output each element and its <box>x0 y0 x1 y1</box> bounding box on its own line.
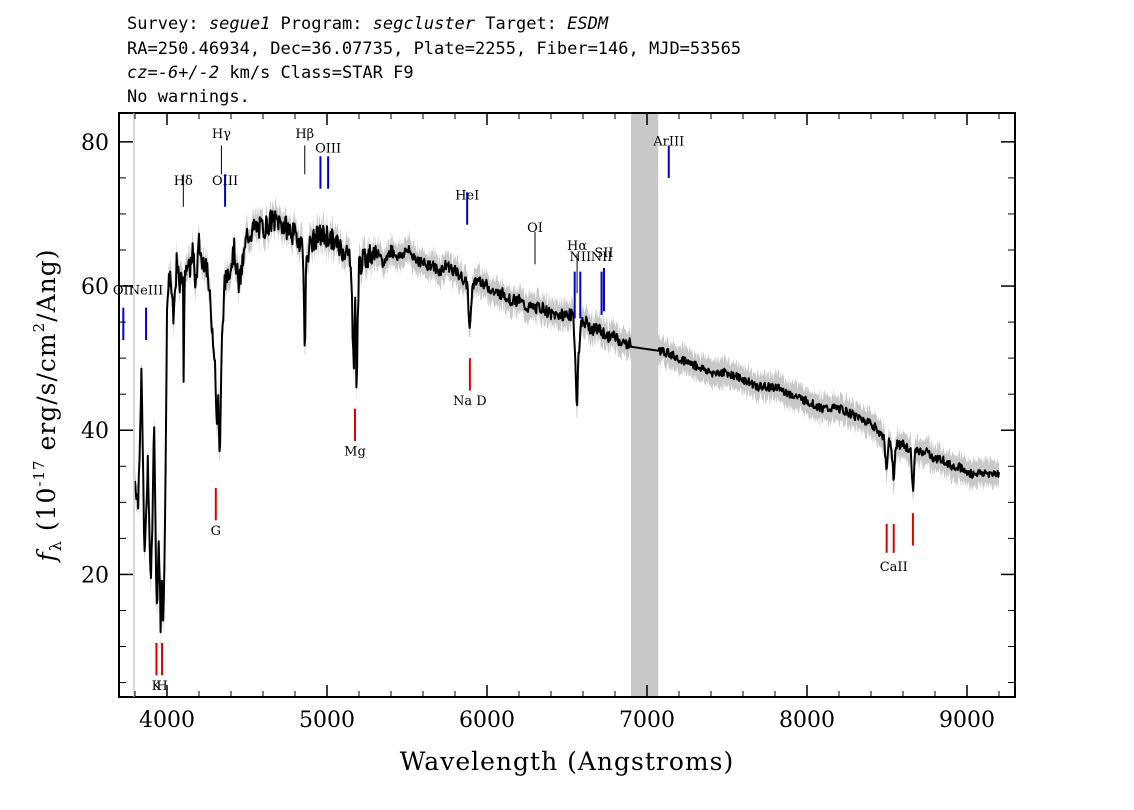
header-line-coordinates: RA=250.46934, Dec=36.07735, Plate=2255, … <box>127 39 741 59</box>
line-marker-label: OIII <box>212 174 238 189</box>
line-marker-label: Na D <box>453 394 487 409</box>
x-tick-label: 5000 <box>299 708 355 733</box>
x-tick-label: 4000 <box>139 708 195 733</box>
masked-wavelength-region <box>631 113 659 697</box>
line-marker-label: Hβ <box>295 127 314 142</box>
error-band <box>135 197 999 644</box>
x-tick-label: 7000 <box>619 708 675 733</box>
spectrum-line <box>134 209 1000 634</box>
line-marker-label: SII <box>594 246 613 261</box>
x-axis-title: Wavelength (Angstroms) <box>400 747 734 776</box>
line-marker-label: G <box>211 524 221 539</box>
line-marker-label: K <box>152 679 162 694</box>
masked-region-layer <box>631 113 659 697</box>
header-line-survey: Survey: segue1 Program: segcluster Targe… <box>127 14 609 34</box>
line-marker-label: HeI <box>455 189 479 204</box>
plot-frame <box>118 112 1016 698</box>
y-tick-label: 60 <box>81 275 109 300</box>
header-line-warnings: No warnings. <box>127 87 250 107</box>
line-marker-label: NII <box>591 250 613 265</box>
x-tick-label: 8000 <box>779 708 835 733</box>
line-markers-layer: OIINeIIIHδHγOIIIHβOIIIHeIOINIIHαNIISIIAr… <box>113 127 914 694</box>
line-marker-label: OI <box>527 221 543 236</box>
line-marker-label: OIII <box>315 142 341 157</box>
line-marker-label: NeIII <box>129 284 163 299</box>
x-tick-label: 9000 <box>939 708 995 733</box>
line-marker-label: CaII <box>880 560 908 575</box>
y-axis-title: fλ (10-17 erg/s/cm2/Ang) <box>30 248 65 563</box>
line-marker-label: Hδ <box>174 174 193 189</box>
line-marker-label: Mg <box>344 444 366 459</box>
line-marker-label: ArIII <box>652 134 684 149</box>
y-tick-label: 20 <box>81 563 109 588</box>
y-tick-label: 80 <box>81 131 109 156</box>
axes-layer: 4000 5000 6000 7000 8000 9000 20 40 60 80 <box>81 113 1015 733</box>
line-marker-label: H <box>156 679 167 694</box>
line-marker-label: Hα <box>567 239 587 254</box>
line-marker-label: Hγ <box>212 127 231 142</box>
x-tick-label: 6000 <box>459 708 515 733</box>
line-marker-label: NII <box>569 250 591 265</box>
spectrum-layer <box>134 209 1000 634</box>
error-band-layer <box>135 197 999 644</box>
y-tick-label: 40 <box>81 419 109 444</box>
header-line-redshift: cz=-6+/-2 km/s Class=STAR F9 <box>127 63 414 83</box>
